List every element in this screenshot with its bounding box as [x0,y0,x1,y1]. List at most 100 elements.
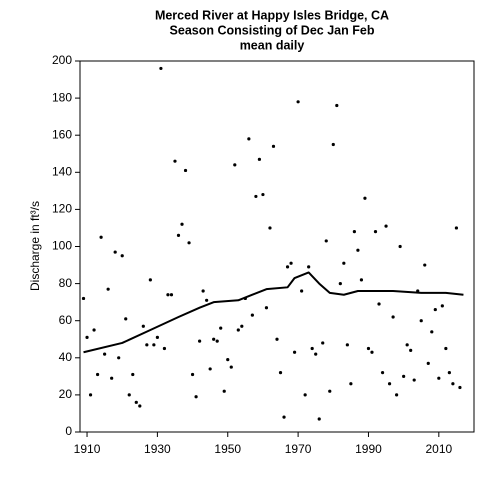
y-tick-label: 80 [59,276,73,290]
data-point [402,374,406,378]
y-axis-label: Discharge in ft³/s [28,201,42,291]
data-point [363,196,367,200]
y-tick-label: 40 [59,350,73,364]
y-tick-label: 180 [52,90,72,104]
data-point [145,343,149,347]
data-point [370,350,374,354]
data-point [113,250,117,254]
data-point [190,372,195,377]
data-point [261,192,265,197]
data-point [187,241,191,245]
x-tick-label: 2010 [425,442,452,456]
data-point [226,358,230,362]
data-point [440,304,444,308]
data-point [229,365,233,369]
data-point [148,278,152,282]
data-point [120,254,124,258]
y-tick-label: 160 [52,127,72,141]
data-point [92,328,96,332]
data-point [296,100,300,104]
data-point [124,317,128,321]
x-tick-label: 1990 [355,442,382,456]
data-point [106,287,110,291]
data-point [159,66,163,71]
data-point [183,168,188,173]
y-tick-label: 0 [65,424,72,438]
data-point [264,306,269,310]
data-point [423,263,427,267]
x-tick-label: 1970 [285,442,312,456]
data-point [198,339,202,343]
data-point [352,230,356,234]
data-point [342,261,346,265]
data-point [433,307,437,312]
data-point [412,378,416,382]
data-point [384,224,388,228]
y-tick-label: 200 [52,53,72,67]
data-point [99,235,103,239]
data-point [366,346,371,351]
data-point [426,361,430,365]
data-point [458,385,462,390]
data-point [250,313,254,317]
data-point [377,302,381,306]
data-point [152,343,156,347]
data-point [282,415,286,419]
data-point [324,239,328,243]
data-point [141,324,145,328]
data-point [205,298,209,302]
smooth-line [83,271,464,354]
data-point [176,233,181,237]
chart-subtitle: Season Consisting of Dec Jan Feb [170,23,375,37]
data-point [254,194,258,199]
data-point [335,103,339,108]
data-point [310,346,314,351]
data-point [275,337,279,341]
data-point [430,330,434,334]
data-point [314,352,318,356]
data-point [208,367,212,371]
data-point [173,159,177,163]
data-point [81,296,86,301]
data-point [289,261,293,265]
data-point [222,389,226,393]
data-point [233,163,237,167]
data-point [236,328,240,332]
data-point [451,382,455,386]
data-point [138,404,142,408]
chart-title: Merced River at Happy Isles Bridge, CA [155,8,389,22]
data-point [380,371,385,375]
data-point [419,319,423,323]
data-point [391,315,395,319]
data-point [356,248,360,252]
data-point [331,142,335,147]
data-point [454,226,459,230]
data-point [134,400,138,404]
data-point [131,372,135,377]
data-point [359,278,364,282]
data-point [303,393,307,397]
y-tick-label: 20 [59,387,73,401]
data-point [398,244,402,249]
chart-note: mean daily [240,38,305,52]
data-point [292,350,297,354]
data-point [169,293,174,297]
data-point [395,393,399,397]
data-point [271,144,276,148]
data-point [328,389,332,393]
data-point [444,346,448,351]
data-point [300,289,304,293]
data-point [103,352,107,356]
data-point [447,371,451,375]
data-point [307,265,311,269]
data-point [110,376,114,380]
data-point [268,226,272,230]
x-tick-label: 1910 [74,442,101,456]
data-point [321,341,325,345]
data-point [373,230,378,234]
data-point [162,346,167,351]
y-tick-label: 120 [52,202,72,216]
data-point [180,222,184,226]
data-point [166,293,170,297]
